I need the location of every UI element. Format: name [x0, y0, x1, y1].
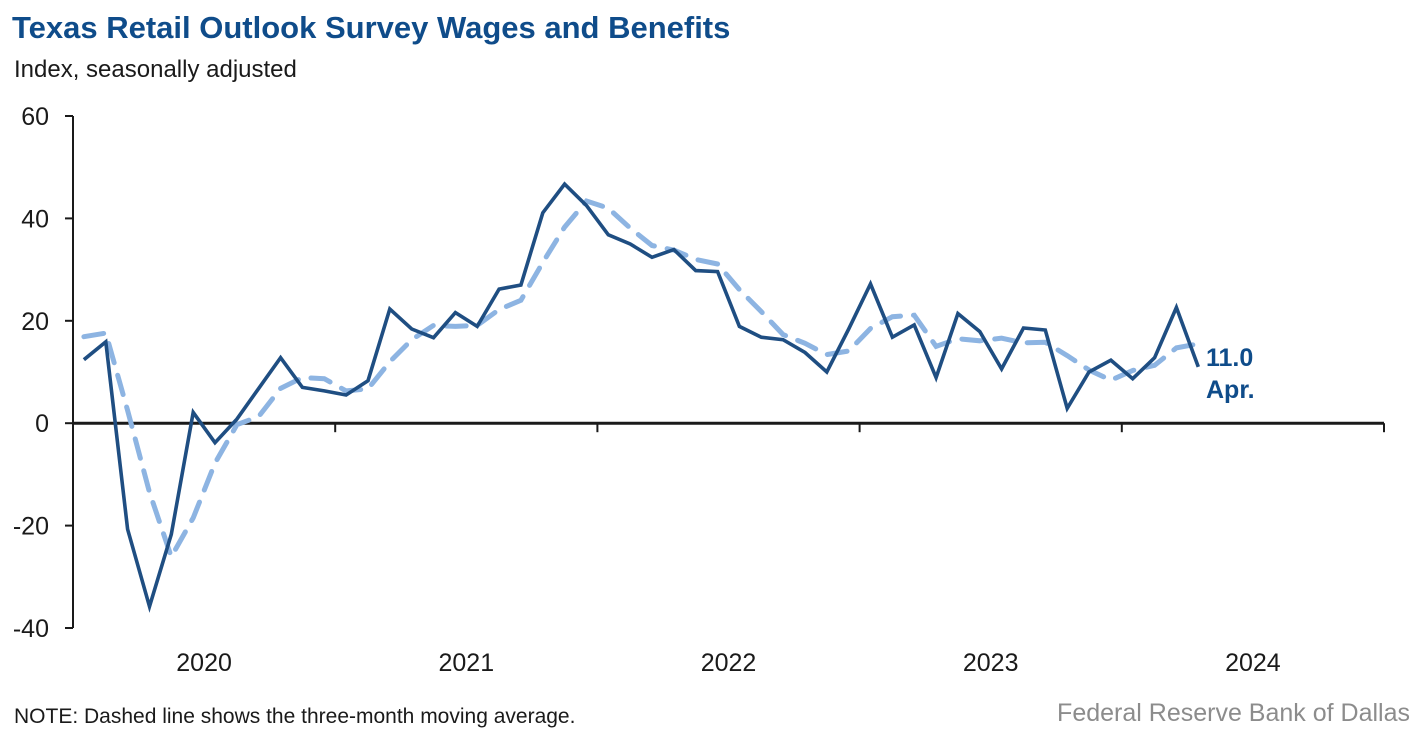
chart-title: Texas Retail Outlook Survey Wages and Be… [12, 10, 731, 45]
last-value-label: 11.0 [1206, 344, 1253, 372]
x-tick-label: 2023 [963, 649, 1019, 677]
x-tick-label: 2022 [701, 649, 757, 677]
y-tick-label: 0 [35, 410, 49, 438]
footnote: NOTE: Dashed line shows the three-month … [14, 705, 576, 728]
index-line [82, 181, 1200, 613]
x-tick-label: 2020 [176, 649, 232, 677]
last-month-label: Apr. [1206, 376, 1255, 404]
chart-subtitle: Index, seasonally adjusted [14, 56, 297, 83]
moving-average-series [81, 198, 1201, 563]
x-tick-label: 2021 [438, 649, 494, 677]
y-tick-label: -40 [13, 615, 49, 643]
x-axis-tick-labels: 2020 2021 2022 2023 2024 [176, 649, 1281, 677]
y-tick-label: 40 [21, 205, 49, 233]
annotation-layer: 11.0 Apr. [1206, 344, 1255, 404]
series-layer [81, 181, 1201, 613]
index-series [82, 181, 1200, 613]
y-tick-label: 20 [21, 308, 49, 336]
y-axis-tick-labels: 60 40 20 0 -20 -40 [13, 103, 49, 643]
y-tick-label: -20 [13, 513, 49, 541]
axes [65, 115, 1385, 629]
source-credit: Federal Reserve Bank of Dallas [1057, 699, 1410, 727]
x-tick-label: 2024 [1225, 649, 1281, 677]
moving-average-line [81, 198, 1201, 563]
y-tick-label: 60 [21, 103, 49, 131]
